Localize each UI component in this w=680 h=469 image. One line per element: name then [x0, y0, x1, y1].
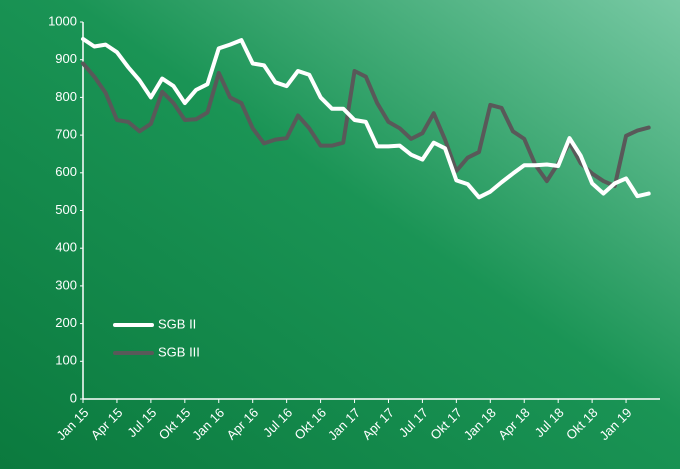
y-tick-label: 500	[55, 202, 77, 217]
y-tick-label: 200	[55, 315, 77, 330]
y-tick-label: 0	[70, 390, 77, 405]
y-tick-label: 800	[55, 89, 77, 104]
y-tick-label: 1000	[48, 13, 77, 28]
legend-label: SGB III	[158, 344, 200, 359]
y-tick-label: 300	[55, 277, 77, 292]
line-series	[81, 61, 651, 188]
legend-label: SGB II	[158, 316, 196, 331]
y-tick-label: 700	[55, 127, 77, 142]
y-tick-label: 600	[55, 164, 77, 179]
line-series	[81, 36, 651, 200]
y-tick-label: 100	[55, 353, 77, 368]
y-tick-label: 900	[55, 51, 77, 66]
y-tick-label: 400	[55, 240, 77, 255]
